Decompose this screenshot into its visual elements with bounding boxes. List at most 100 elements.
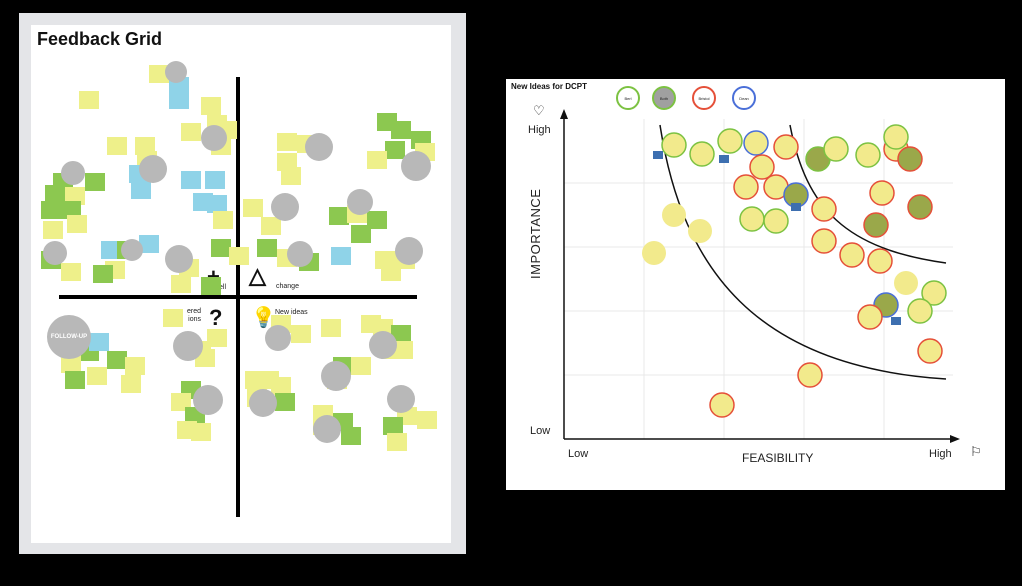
participant-avatar[interactable] — [165, 61, 187, 83]
sticky-note[interactable] — [125, 357, 145, 375]
sticky-note[interactable] — [181, 171, 201, 189]
idea-dot[interactable] — [907, 194, 933, 220]
sticky-note[interactable] — [229, 247, 249, 265]
idea-dot[interactable] — [867, 248, 893, 274]
participant-avatar[interactable] — [369, 331, 397, 359]
sticky-note[interactable] — [331, 247, 351, 265]
sticky-note[interactable] — [213, 211, 233, 229]
participant-avatar[interactable] — [173, 331, 203, 361]
participant-avatar[interactable] — [313, 415, 341, 443]
avatar-follow-up[interactable]: FOLLOW-UP — [47, 315, 91, 359]
idea-dot[interactable] — [739, 206, 765, 232]
sticky-note[interactable] — [367, 151, 387, 169]
sticky-note[interactable] — [205, 171, 225, 189]
sticky-note[interactable] — [89, 333, 109, 351]
idea-dot[interactable] — [855, 142, 881, 168]
idea-dot[interactable] — [863, 212, 889, 238]
sticky-note[interactable] — [275, 393, 295, 411]
marker-tag[interactable] — [791, 203, 801, 211]
participant-avatar[interactable] — [249, 389, 277, 417]
idea-dot[interactable] — [749, 154, 775, 180]
idea-dot[interactable] — [897, 146, 923, 172]
sticky-note[interactable] — [201, 97, 221, 115]
sticky-note[interactable] — [107, 351, 127, 369]
idea-dot[interactable] — [733, 174, 759, 200]
sticky-note[interactable] — [61, 263, 81, 281]
participant-avatar[interactable] — [271, 193, 299, 221]
sticky-note[interactable] — [329, 207, 349, 225]
participant-avatar[interactable] — [193, 385, 223, 415]
idea-dot[interactable] — [797, 362, 823, 388]
sticky-note[interactable] — [277, 133, 297, 151]
idea-dot[interactable] — [763, 208, 789, 234]
idea-dot[interactable] — [811, 196, 837, 222]
participant-avatar[interactable] — [201, 125, 227, 151]
idea-dot[interactable] — [811, 228, 837, 254]
idea-dot[interactable] — [869, 180, 895, 206]
sticky-note[interactable] — [387, 433, 407, 451]
idea-dot[interactable] — [642, 241, 666, 265]
sticky-note[interactable] — [351, 357, 371, 375]
idea-dot[interactable] — [661, 132, 687, 158]
sticky-note[interactable] — [181, 123, 201, 141]
idea-dot[interactable] — [883, 124, 909, 150]
sticky-note[interactable] — [321, 319, 341, 337]
sticky-note[interactable] — [291, 325, 311, 343]
sticky-note[interactable] — [79, 91, 99, 109]
sticky-note[interactable] — [101, 241, 121, 259]
participant-avatar[interactable] — [401, 151, 431, 181]
marker-tag[interactable] — [719, 155, 729, 163]
sticky-note[interactable] — [201, 277, 221, 295]
idea-dot[interactable] — [917, 338, 943, 364]
sticky-note[interactable] — [61, 355, 81, 373]
participant-avatar[interactable] — [61, 161, 85, 185]
idea-dot[interactable] — [894, 271, 918, 295]
idea-dot[interactable] — [907, 298, 933, 324]
sticky-note[interactable] — [243, 199, 263, 217]
sticky-note[interactable] — [341, 427, 361, 445]
sticky-note[interactable] — [381, 263, 401, 281]
sticky-note[interactable] — [177, 421, 197, 439]
sticky-note[interactable] — [171, 393, 191, 411]
sticky-note[interactable] — [163, 309, 183, 327]
sticky-note[interactable] — [171, 275, 191, 293]
sticky-note[interactable] — [45, 185, 65, 203]
sticky-note[interactable] — [391, 325, 411, 343]
sticky-note[interactable] — [207, 195, 227, 213]
sticky-note[interactable] — [131, 181, 151, 199]
sticky-note[interactable] — [391, 121, 411, 139]
marker-tag[interactable] — [891, 317, 901, 325]
sticky-note[interactable] — [367, 211, 387, 229]
sticky-note[interactable] — [257, 239, 277, 257]
idea-dot[interactable] — [689, 141, 715, 167]
participant-avatar[interactable] — [121, 239, 143, 261]
sticky-note[interactable] — [107, 137, 127, 155]
sticky-note[interactable] — [67, 215, 87, 233]
idea-dot[interactable] — [743, 130, 769, 156]
participant-avatar[interactable] — [287, 241, 313, 267]
participant-avatar[interactable] — [43, 241, 67, 265]
participant-avatar[interactable] — [305, 133, 333, 161]
idea-dot[interactable] — [773, 134, 799, 160]
sticky-note[interactable] — [41, 201, 61, 219]
idea-dot[interactable] — [921, 280, 947, 306]
sticky-note[interactable] — [149, 65, 169, 83]
sticky-note[interactable] — [139, 235, 159, 253]
idea-dot[interactable] — [857, 304, 883, 330]
sticky-note[interactable] — [211, 239, 231, 257]
sticky-note[interactable] — [207, 329, 227, 347]
participant-avatar[interactable] — [265, 325, 291, 351]
idea-dot[interactable] — [823, 136, 849, 162]
marker-tag[interactable] — [653, 151, 663, 159]
sticky-note[interactable] — [93, 265, 113, 283]
participant-avatar[interactable] — [321, 361, 351, 391]
idea-dot[interactable] — [709, 392, 735, 418]
participant-avatar[interactable] — [387, 385, 415, 413]
sticky-note[interactable] — [85, 173, 105, 191]
idea-dot[interactable] — [688, 219, 712, 243]
sticky-note[interactable] — [61, 201, 81, 219]
participant-avatar[interactable] — [165, 245, 193, 273]
sticky-note[interactable] — [169, 91, 189, 109]
sticky-note[interactable] — [87, 367, 107, 385]
participant-avatar[interactable] — [139, 155, 167, 183]
